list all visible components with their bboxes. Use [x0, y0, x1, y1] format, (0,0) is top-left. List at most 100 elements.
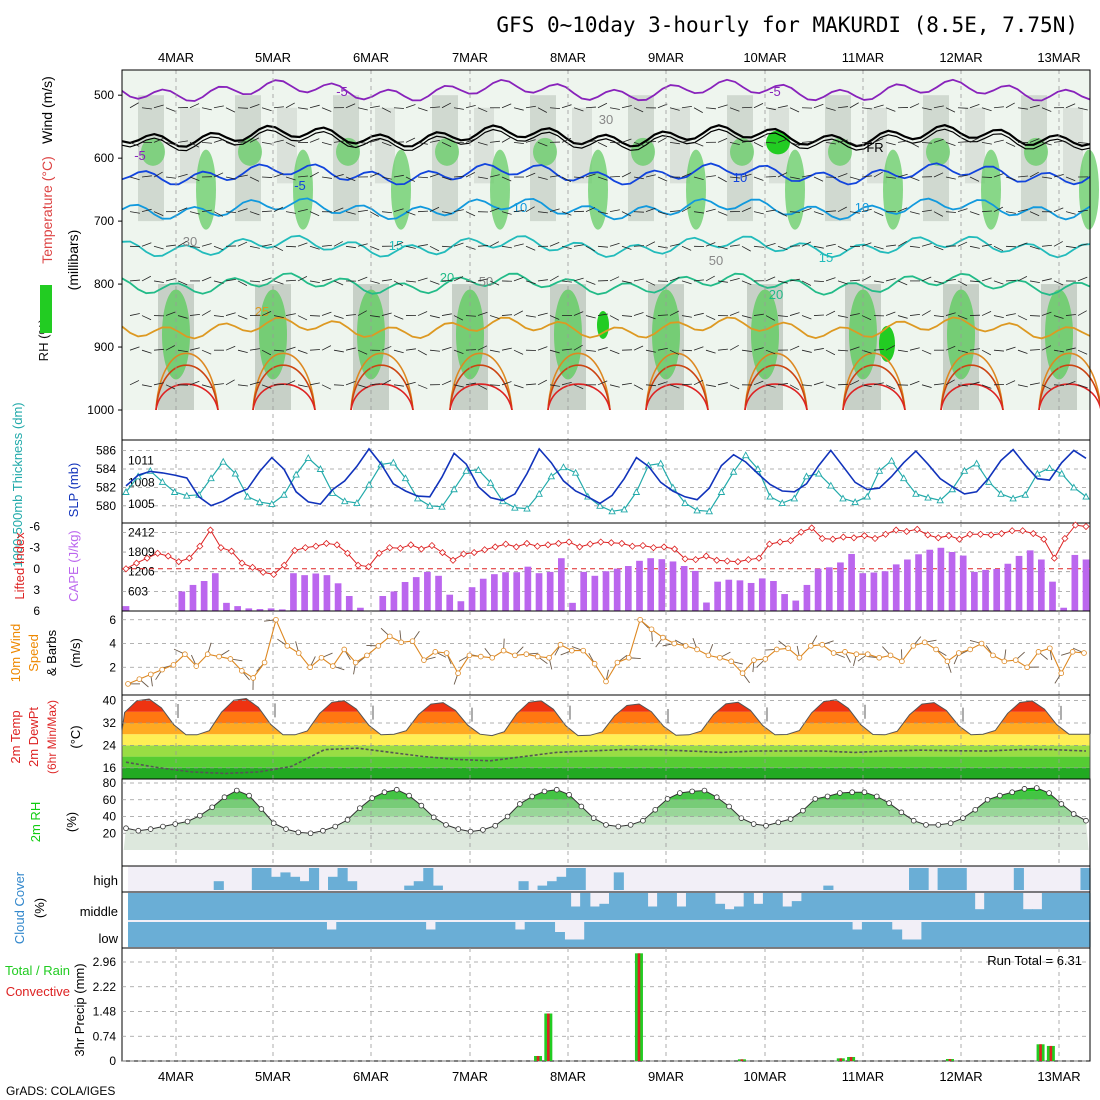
- cloud-cell: [868, 893, 879, 920]
- rh-blob: [533, 137, 557, 166]
- cloud-cell: [544, 922, 556, 947]
- isotherm-label: -5: [336, 84, 348, 99]
- wind-barb: [489, 280, 500, 286]
- li-marker: [196, 542, 204, 550]
- cloud-cell: [455, 893, 466, 920]
- wind-barb: [981, 243, 992, 247]
- rh-swatch: [40, 285, 52, 333]
- rh-marker: [566, 791, 572, 798]
- cloud-cell: [703, 922, 714, 947]
- wind-barb: [525, 206, 535, 213]
- cloud-cell: [830, 893, 841, 920]
- cloud-cell: [732, 922, 744, 947]
- li-marker: [438, 549, 447, 557]
- temp-tick: 24: [103, 738, 117, 752]
- cloud-cell: [387, 893, 398, 920]
- wind-barb: [369, 315, 380, 318]
- cloud-cell: [1070, 893, 1081, 920]
- wind-barb: [537, 211, 548, 214]
- cloud-cell: [423, 868, 434, 890]
- rh-marker: [664, 796, 671, 802]
- wind-barb: [1029, 104, 1040, 109]
- wind-barb: [621, 211, 632, 217]
- wind-barb: [189, 142, 200, 148]
- wind-barb: [441, 280, 453, 282]
- rh-marker: [1009, 789, 1015, 796]
- rh-marker: [160, 823, 166, 830]
- rh-marker: [369, 795, 375, 801]
- wind-barb: [861, 275, 872, 282]
- wind-barb: [789, 278, 800, 282]
- wind-barb: [837, 349, 849, 352]
- wind-barb: [909, 211, 920, 215]
- wind-barb: [993, 349, 1004, 352]
- thickness-marker: [632, 488, 641, 495]
- temp-band: [122, 756, 1090, 768]
- li-marker: [797, 528, 805, 536]
- wind-speed-marker: [1081, 650, 1087, 656]
- wind-barb: [993, 106, 1004, 109]
- wind-barb: [141, 275, 152, 282]
- wind-barb: [681, 349, 693, 352]
- wind-barb: [993, 139, 1004, 143]
- wind-barb: [945, 278, 956, 282]
- wind-barb: [273, 139, 284, 143]
- cloud-cell: [1013, 893, 1024, 920]
- wind-barb: [429, 206, 440, 213]
- wind-barb: [549, 315, 560, 320]
- cloud-cell: [137, 922, 149, 947]
- rh-tick: 40: [103, 810, 117, 824]
- wind-barb: [453, 349, 464, 354]
- cloud-cell: [909, 868, 920, 890]
- upper-air-panel: -5 -5FR-5-5101010151520202530305050500600…: [36, 69, 1100, 441]
- wind-barb: [453, 276, 464, 282]
- rh-marker: [467, 828, 474, 835]
- pressure-label: (millibars): [65, 230, 81, 291]
- wind-barb: [405, 348, 416, 351]
- wind-barb: [585, 106, 597, 109]
- wind-label-c: & Barbs: [44, 629, 59, 676]
- cape-bar: [312, 573, 320, 611]
- wind-barb: [597, 102, 608, 109]
- wind-barb: [1029, 349, 1041, 351]
- wind-barb: [153, 171, 163, 178]
- rh-blob: [490, 149, 510, 230]
- li-marker: [860, 532, 869, 540]
- cloud-panel: high middle low Cloud Cover (%): [12, 865, 1091, 949]
- rh-marker: [184, 818, 191, 825]
- wind-barb: [981, 176, 993, 178]
- wind-barb: [237, 241, 248, 247]
- wind-barb: [441, 313, 452, 316]
- isotherm-label: 30: [599, 112, 613, 127]
- isotherm-label: 10: [733, 170, 747, 185]
- wind-speed-marker: [887, 652, 894, 659]
- cape-bar: [1038, 559, 1045, 611]
- wind-speed-marker: [159, 666, 165, 673]
- cloud-cell: [623, 922, 635, 947]
- surface-isotherm: [449, 383, 513, 411]
- wind-barb: [309, 280, 320, 284]
- wind-barb: [393, 141, 405, 143]
- date-label-top: 5MAR: [255, 50, 291, 65]
- wind-barb: [333, 315, 344, 319]
- thickness-marker: [255, 498, 264, 506]
- rh-marker: [763, 822, 769, 829]
- wind-barb: [153, 382, 164, 386]
- cloud-cell: [435, 922, 446, 947]
- wind-barb: [729, 176, 740, 179]
- wind-barb: [261, 142, 272, 145]
- cape-bar: [624, 566, 632, 611]
- wind-barb: [429, 349, 440, 352]
- wind-barb: [429, 139, 440, 143]
- cloud-cell: [936, 893, 947, 920]
- wind-speed-marker: [682, 643, 689, 649]
- li-marker: [723, 557, 731, 565]
- rh-tick: 80: [103, 776, 117, 790]
- wind-barb: [297, 107, 308, 110]
- cape-bar: [223, 602, 230, 611]
- cloud-cell: [272, 893, 283, 920]
- wind-barb: [969, 381, 980, 386]
- thickness-marker: [754, 465, 762, 472]
- cloud-cell: [330, 893, 341, 920]
- cape-bar: [758, 578, 766, 611]
